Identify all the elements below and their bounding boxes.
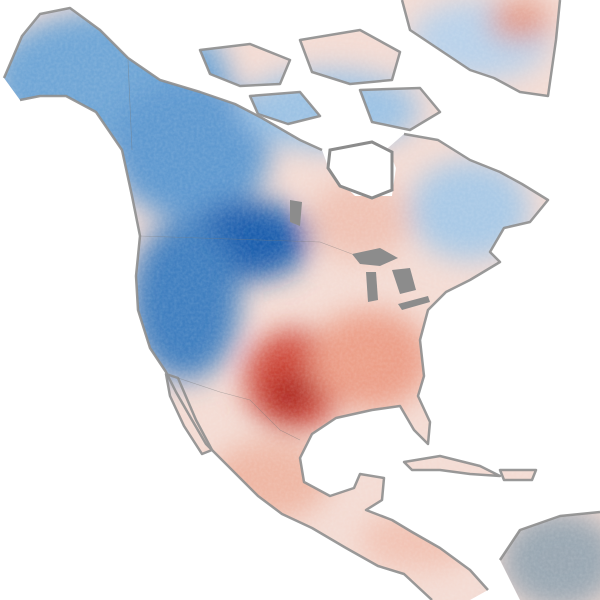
continent-coast	[2, 6, 550, 600]
island-coast	[198, 42, 292, 88]
lake-michigan	[366, 272, 378, 302]
lake-erie	[398, 296, 430, 310]
hispaniola-coast	[498, 468, 538, 482]
lake-huron	[392, 268, 416, 294]
hudson-bay	[326, 140, 394, 200]
south-america-coast	[498, 510, 600, 561]
island-coast	[298, 28, 402, 86]
us-mexico-border	[177, 377, 301, 441]
island-coast	[248, 90, 322, 126]
borders	[127, 59, 353, 441]
lake-superior	[352, 248, 398, 266]
alaska-border	[127, 59, 133, 151]
baja-coast	[164, 372, 214, 456]
cuba-coast	[402, 454, 502, 478]
greenland-coast	[400, 0, 562, 98]
us-canada-border	[139, 235, 353, 255]
island-coast	[358, 86, 442, 132]
lake-winnipeg	[290, 200, 302, 226]
